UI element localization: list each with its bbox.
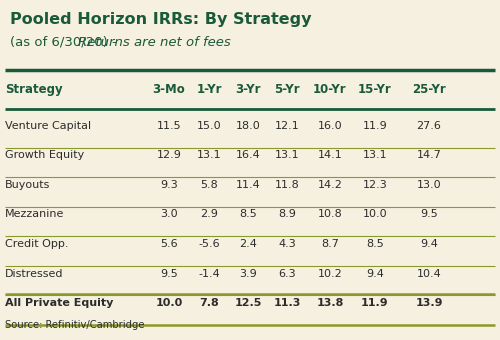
Text: 12.5: 12.5 bbox=[234, 298, 262, 308]
Text: 8.5: 8.5 bbox=[366, 239, 384, 249]
Text: Mezzanine: Mezzanine bbox=[5, 209, 64, 219]
Text: 9.3: 9.3 bbox=[160, 180, 178, 190]
Text: Pooled Horizon IRRs: By Strategy: Pooled Horizon IRRs: By Strategy bbox=[10, 12, 312, 27]
Text: 3.9: 3.9 bbox=[239, 269, 257, 278]
Text: 11.8: 11.8 bbox=[274, 180, 299, 190]
Text: 11.5: 11.5 bbox=[156, 121, 182, 131]
Text: 12.1: 12.1 bbox=[274, 121, 299, 131]
Text: 11.3: 11.3 bbox=[274, 298, 300, 308]
Text: 25-Yr: 25-Yr bbox=[412, 83, 446, 96]
Text: Credit Opp.: Credit Opp. bbox=[5, 239, 68, 249]
Text: 16.0: 16.0 bbox=[318, 121, 342, 131]
Text: 6.3: 6.3 bbox=[278, 269, 296, 278]
Text: 10-Yr: 10-Yr bbox=[313, 83, 347, 96]
Text: -1.4: -1.4 bbox=[198, 269, 220, 278]
Text: 10.0: 10.0 bbox=[362, 209, 388, 219]
Text: Buyouts: Buyouts bbox=[5, 180, 51, 190]
Text: 13.0: 13.0 bbox=[416, 180, 442, 190]
Text: -5.6: -5.6 bbox=[198, 239, 220, 249]
Text: 3.0: 3.0 bbox=[160, 209, 178, 219]
Text: 2.4: 2.4 bbox=[239, 239, 257, 249]
Text: 16.4: 16.4 bbox=[236, 150, 260, 160]
Text: 11.9: 11.9 bbox=[362, 121, 388, 131]
Text: 14.7: 14.7 bbox=[416, 150, 442, 160]
Text: 8.7: 8.7 bbox=[321, 239, 339, 249]
Text: 15.0: 15.0 bbox=[196, 121, 222, 131]
Text: 13.8: 13.8 bbox=[316, 298, 344, 308]
Text: Distressed: Distressed bbox=[5, 269, 64, 278]
Text: 14.1: 14.1 bbox=[318, 150, 342, 160]
Text: 13.1: 13.1 bbox=[362, 150, 388, 160]
Text: 11.4: 11.4 bbox=[236, 180, 260, 190]
Text: 27.6: 27.6 bbox=[416, 121, 442, 131]
Text: 13.1: 13.1 bbox=[274, 150, 299, 160]
Text: 5.6: 5.6 bbox=[160, 239, 178, 249]
Text: Strategy: Strategy bbox=[5, 83, 62, 96]
Text: Returns are net of fees: Returns are net of fees bbox=[78, 36, 230, 49]
Text: Venture Capital: Venture Capital bbox=[5, 121, 91, 131]
Text: 9.4: 9.4 bbox=[420, 239, 438, 249]
Text: 4.3: 4.3 bbox=[278, 239, 296, 249]
Text: 9.5: 9.5 bbox=[160, 269, 178, 278]
Text: 12.3: 12.3 bbox=[362, 180, 388, 190]
Text: 8.5: 8.5 bbox=[239, 209, 257, 219]
Text: Growth Equity: Growth Equity bbox=[5, 150, 84, 160]
Text: (as of 6/30/20) -: (as of 6/30/20) - bbox=[10, 36, 121, 49]
Text: 13.1: 13.1 bbox=[196, 150, 222, 160]
Text: 10.2: 10.2 bbox=[318, 269, 342, 278]
Text: 9.5: 9.5 bbox=[420, 209, 438, 219]
Text: 8.9: 8.9 bbox=[278, 209, 296, 219]
Text: 15-Yr: 15-Yr bbox=[358, 83, 392, 96]
Text: 13.9: 13.9 bbox=[415, 298, 443, 308]
Text: 12.9: 12.9 bbox=[156, 150, 182, 160]
Text: 11.9: 11.9 bbox=[361, 298, 389, 308]
Text: 5-Yr: 5-Yr bbox=[274, 83, 300, 96]
Text: 10.8: 10.8 bbox=[318, 209, 342, 219]
Text: 18.0: 18.0 bbox=[236, 121, 260, 131]
Text: Source: Refinitiv/Cambridge: Source: Refinitiv/Cambridge bbox=[5, 320, 144, 330]
Text: 9.4: 9.4 bbox=[366, 269, 384, 278]
Text: 5.8: 5.8 bbox=[200, 180, 218, 190]
Text: 14.2: 14.2 bbox=[318, 180, 342, 190]
Text: 3-Mo: 3-Mo bbox=[152, 83, 186, 96]
Text: 2.9: 2.9 bbox=[200, 209, 218, 219]
Text: 7.8: 7.8 bbox=[199, 298, 219, 308]
Text: 10.0: 10.0 bbox=[156, 298, 182, 308]
Text: 1-Yr: 1-Yr bbox=[196, 83, 222, 96]
Text: 3-Yr: 3-Yr bbox=[236, 83, 261, 96]
Text: All Private Equity: All Private Equity bbox=[5, 298, 114, 308]
Text: 10.4: 10.4 bbox=[416, 269, 442, 278]
